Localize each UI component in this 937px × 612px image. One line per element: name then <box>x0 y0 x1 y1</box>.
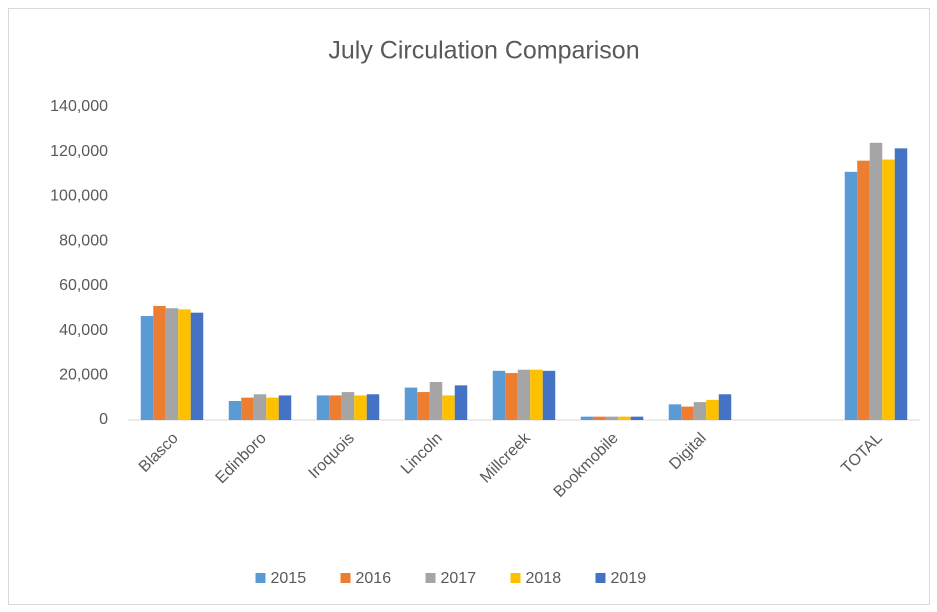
bar <box>454 385 468 420</box>
bar <box>618 416 631 420</box>
y-tick-label: 20,000 <box>59 367 108 384</box>
chart-title: July Circulation Comparison <box>328 37 639 65</box>
bar <box>253 394 267 420</box>
bar <box>190 312 204 420</box>
legend-swatch <box>425 573 436 583</box>
y-tick-label: 0 <box>99 411 108 428</box>
y-tick-label: 60,000 <box>59 277 108 294</box>
y-tick-label: 100,000 <box>50 188 108 205</box>
y-tick-label: 80,000 <box>59 232 108 249</box>
bar <box>542 370 556 420</box>
chart-border <box>8 8 930 605</box>
bar <box>492 370 506 420</box>
bar <box>266 397 279 420</box>
legend-swatch <box>510 573 521 583</box>
bar <box>228 400 242 420</box>
bar <box>681 406 694 420</box>
bar <box>341 392 355 420</box>
bar <box>517 369 531 420</box>
bar <box>178 309 191 420</box>
bar <box>718 394 732 420</box>
bar <box>693 402 707 420</box>
bar <box>882 159 895 420</box>
bar <box>844 171 858 420</box>
bar <box>530 369 543 420</box>
bar <box>605 416 619 420</box>
legend-label: 2018 <box>526 570 562 587</box>
bar <box>316 395 330 420</box>
legend-label: 2019 <box>611 570 647 587</box>
bar <box>354 395 367 420</box>
bar <box>404 387 418 420</box>
y-tick-label: 140,000 <box>50 98 108 115</box>
legend-label: 2016 <box>356 570 392 587</box>
legend-swatch <box>340 573 351 583</box>
bar <box>153 305 166 420</box>
legend-label: 2017 <box>441 570 477 587</box>
bar <box>857 160 870 420</box>
bar <box>630 416 644 420</box>
bar <box>505 373 518 420</box>
y-tick-label: 40,000 <box>59 322 108 339</box>
bar <box>593 416 606 420</box>
bar <box>894 148 908 420</box>
bar <box>165 308 179 420</box>
y-tick-label: 120,000 <box>50 143 108 160</box>
bar <box>241 397 254 420</box>
bar <box>278 395 292 420</box>
bar <box>417 392 430 420</box>
bar <box>869 142 883 420</box>
bar <box>429 381 443 420</box>
legend-label: 2015 <box>271 570 307 587</box>
bar <box>329 395 342 420</box>
legend-swatch <box>255 573 266 583</box>
legend-swatch <box>595 573 606 583</box>
bar <box>366 394 380 420</box>
bar <box>706 399 719 420</box>
bar <box>140 316 154 420</box>
bar <box>580 416 594 420</box>
bar <box>668 404 682 420</box>
bar <box>442 395 455 420</box>
